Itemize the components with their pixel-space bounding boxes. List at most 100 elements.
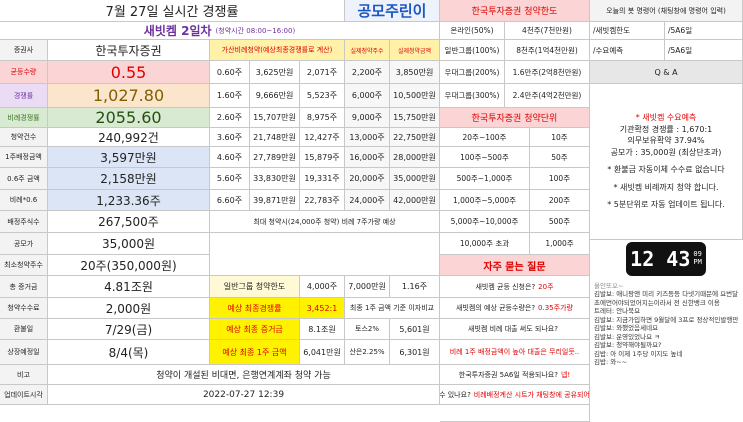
calc-value: 0.60주 (210, 61, 250, 84)
calc-value: 2,200주 (345, 61, 390, 84)
row-value: 240,992건 (48, 128, 210, 147)
estimate-value: 3,452:1 (300, 298, 345, 319)
row-value: 한국투자증권 (48, 40, 210, 61)
note-line: * 5분단위로 자동 업데이트 됩니다. (607, 200, 725, 210)
calc-value: 28,000만원 (390, 147, 440, 168)
clock-time: 12 43 (630, 247, 691, 271)
faq-row: 비례 1주 배정금액이 높아 대출은 무리일듯.. (440, 340, 590, 365)
faq-answer: 넵! (560, 370, 571, 379)
calc-header: 실제청약금액 (390, 40, 440, 61)
calc-value: 2,071주 (300, 61, 345, 84)
interest-label: 산은2.25% (345, 340, 390, 365)
calc-header: 실제청약주수 (345, 40, 390, 61)
calc-value: 19,331주 (300, 168, 345, 190)
unit-range: 100주~500주 (440, 147, 530, 168)
faq-question: 새빗켐의 예상 균등수량은? (456, 304, 536, 312)
unit-step: 10주 (530, 128, 590, 147)
row-value: 청약이 개설된 비대면, 은행연계계좌 청약 가능 (48, 365, 440, 385)
qa-title: Q & A (590, 61, 743, 84)
row-value: 1,027.80 (48, 84, 210, 108)
row-value: 2,158만원 (48, 168, 210, 190)
calc-value: 22,750만원 (390, 128, 440, 147)
faq-title: 자주 묻는 질문 (440, 255, 590, 276)
calc-header: 가산비례청약(예상최종경쟁률로 계산) (210, 40, 345, 61)
unit-step: 50주 (530, 147, 590, 168)
bot-command: /5A6일 (665, 40, 743, 61)
logo: 공모주린이 (345, 0, 440, 22)
unit-step: 500주 (530, 211, 590, 233)
units-title: 한국투자증권 청약단위 (440, 108, 590, 128)
blank (210, 233, 440, 276)
estimate-label: 예상 최종 1주 금액 (210, 340, 300, 365)
sheet-title: 7월 27일 실시간 경쟁률 (0, 0, 345, 22)
chat: 올인또오~ 김발보: 애니팡앤 미리 키즈등등 다넷기때문에 요번달초에먼어야되었… (594, 282, 739, 420)
bot-title: 오늘의 봇 명령어 (채팅창에 명령어 입력) (590, 0, 743, 22)
limit-group: 온라인(50%) (440, 22, 505, 40)
faq-answer: 비례 1주 배정금액이 높아 대출은 무리일듯.. (449, 348, 580, 356)
clock-seconds: 09 (693, 250, 702, 259)
calc-value: 1.60주 (210, 84, 250, 108)
calc-value: 22,783주 (300, 190, 345, 211)
estimate-value: 6,041만원 (300, 340, 345, 365)
unit-step: 200주 (530, 190, 590, 211)
limit-group: 우대그룹(300%) (440, 84, 505, 108)
limit-value: 7,000만원 (345, 276, 390, 298)
calc-value: 4.60주 (210, 147, 250, 168)
faq-row: 새빗켐의 예상 균등수량은? 0.35주가량 (440, 298, 590, 319)
unit-step: 100주 (530, 168, 590, 190)
clock-ampm: PM (693, 258, 702, 266)
limits-title: 한국투자증권 청약한도 (440, 0, 590, 22)
row-value: 7/29(금) (48, 319, 210, 340)
row-label: 비례*0.6 (0, 190, 48, 211)
faq-question: 한국투자증권 5A6일 적용되나요? (458, 370, 558, 379)
limit-group: 우대그룹(200%) (440, 61, 505, 84)
row-value: 3,597만원 (48, 147, 210, 168)
calc-value: 6.60주 (210, 190, 250, 211)
row-value: 0.55 (48, 61, 210, 84)
unit-range: 1,000주~5,000주 (440, 190, 530, 211)
bot-command: /새빗켐한도 (590, 22, 665, 40)
calc-value: 9,000주 (345, 108, 390, 128)
limit-label: 일반그룹 청약한도 (210, 276, 300, 298)
row-label: 업데이트시각 (0, 385, 48, 405)
calc-value: 3.60주 (210, 128, 250, 147)
interest-value: 6,301원 (390, 340, 440, 365)
company-row: 새빗켐 2일차 (청약시간 08:00~16:00) (0, 22, 440, 40)
faq-row: 새빗켐 균등 신청은? 20주 (440, 276, 590, 298)
calc-value: 24,000주 (345, 190, 390, 211)
row-label: 배정주식수 (0, 211, 48, 233)
chat-line: 트레터: 안나북요 (594, 307, 641, 316)
subscription-hours: (청약시간 08:00~16:00) (215, 26, 296, 35)
calc-value: 15,750만원 (390, 108, 440, 128)
limit-amount: 4천주(7천만원) (505, 22, 590, 40)
company-name: 새빗켐 2일차 (143, 24, 212, 38)
row-value: 20주(350,000원) (48, 255, 210, 276)
row-value: 2,000원 (48, 298, 210, 319)
chat-line: 김발보: 운영있었나요 ㅋ (594, 332, 661, 341)
interest-label: 토스2% (345, 319, 390, 340)
clock: 12 43 09 PM (626, 242, 706, 276)
calc-value: 5.60주 (210, 168, 250, 190)
interest-value: 5,601원 (390, 319, 440, 340)
calc-value: 8,975주 (300, 108, 345, 128)
faq-question: 새빗켐 균등 신청은? (475, 282, 536, 291)
estimate-label: 예상 최종경쟁률 (210, 298, 300, 319)
calc-value: 13,000주 (345, 128, 390, 147)
faq-question: 새빗켐 비례 대출 써도 되나요? (468, 325, 558, 333)
row-label: 상장예정일 (0, 340, 48, 365)
row-label: 청약건수 (0, 128, 48, 147)
chat-line: 김발보: 애니팡앤 미리 키즈등등 다넷기때문에 요번달초에먼어야되었어지는이라… (594, 290, 739, 307)
row-label: 비례경쟁률 (0, 108, 48, 128)
note-line: * 새빗켐 수요예측 (635, 112, 697, 122)
calc-value: 3,850만원 (390, 61, 440, 84)
row-label: 청약수수료 (0, 298, 48, 319)
unit-range: 500주~1,000주 (440, 168, 530, 190)
unit-step: 1,000주 (530, 233, 590, 255)
chat-line: 김발보: 와했었음세네요 (594, 324, 659, 333)
note-line: * 환불금 자동이체 수수료 없습니다 (607, 165, 725, 175)
note-line: 공모가 : 35,000원 (최상단초과) (610, 147, 722, 157)
faq-answer: 비례배정계산 시트가 채팅창에 공유되어있습니다. (473, 390, 590, 399)
unit-range: 20주~100주 (440, 128, 530, 147)
row-value: 267,500주 (48, 211, 210, 233)
